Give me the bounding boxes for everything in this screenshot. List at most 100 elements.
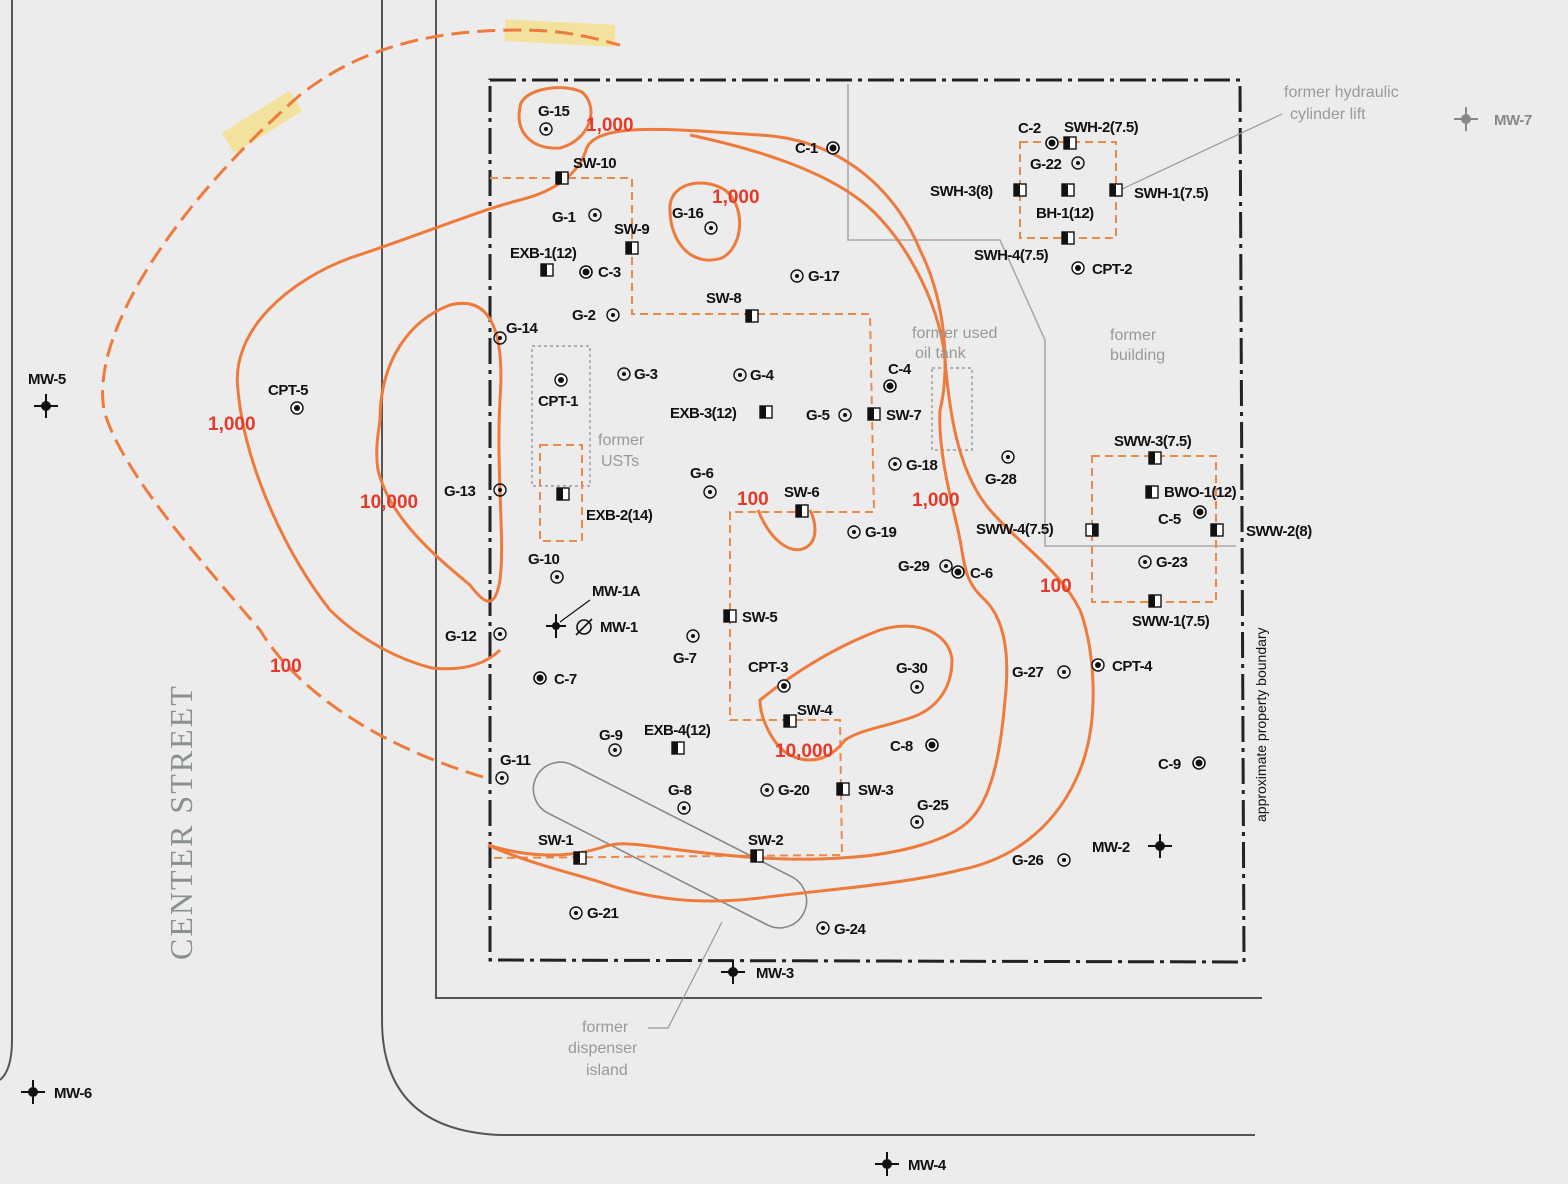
contour-1000-left-return bbox=[236, 389, 502, 671]
excavation-ust bbox=[539, 444, 583, 542]
building-label-1: former bbox=[1110, 327, 1157, 344]
excavation-limits bbox=[489, 141, 1217, 859]
sample-label: SWW-1(7.5) bbox=[1132, 613, 1210, 630]
g30-symbol bbox=[910, 680, 924, 694]
g17-symbol bbox=[790, 269, 804, 283]
g22-symbol bbox=[1071, 156, 1085, 170]
gas-label: G-9 bbox=[599, 727, 623, 744]
contour-10000-left bbox=[375, 301, 504, 603]
gas-label: G-11 bbox=[500, 752, 531, 769]
boring-label: C-5 bbox=[1158, 511, 1181, 528]
g16-symbol bbox=[704, 221, 718, 235]
gas-label: G-21 bbox=[587, 905, 619, 922]
well-label: MW-4 bbox=[908, 1157, 947, 1174]
sample-label: EXB-4(12) bbox=[644, 722, 711, 739]
cpt-label: CPT-3 bbox=[748, 659, 788, 676]
sample-label: SWW-3(7.5) bbox=[1114, 433, 1192, 450]
g19-symbol bbox=[847, 525, 861, 539]
contour-100-main bbox=[487, 133, 1095, 903]
g13-symbol bbox=[493, 483, 507, 497]
dispenser-label-3: island bbox=[586, 1062, 628, 1079]
well-mw6-symbol bbox=[21, 1080, 45, 1104]
gas-label: G-19 bbox=[865, 524, 897, 541]
g9-symbol bbox=[608, 743, 622, 757]
sample-label: SWH-1(7.5) bbox=[1134, 185, 1209, 202]
contour-label: 100 bbox=[270, 656, 302, 677]
oil-tank-label-1: former used bbox=[912, 325, 997, 342]
g23-symbol bbox=[1138, 555, 1152, 569]
contour-label: 10,000 bbox=[360, 492, 418, 513]
cpt-label: CPT-4 bbox=[1112, 658, 1153, 675]
feature-labels: former hydraulic cylinder lift former us… bbox=[568, 84, 1399, 1079]
sample-label: SWH-4(7.5) bbox=[974, 247, 1049, 264]
gas-label: G-24 bbox=[834, 921, 867, 938]
boring-label: C-3 bbox=[598, 264, 621, 281]
g3-symbol bbox=[617, 367, 631, 381]
g26-symbol bbox=[1057, 853, 1071, 867]
contour-label: 1,000 bbox=[712, 187, 760, 208]
well-label: MW-6 bbox=[54, 1085, 92, 1102]
g24-symbol bbox=[816, 921, 830, 935]
g25-symbol bbox=[910, 815, 924, 829]
sample-label: SW-5 bbox=[742, 609, 777, 626]
street-name: CENTER STREET bbox=[163, 684, 199, 960]
gas-label: G-3 bbox=[634, 366, 658, 383]
boring-label: C-6 bbox=[970, 565, 993, 582]
gas-label: G-30 bbox=[896, 660, 928, 677]
property-boundary bbox=[488, 78, 1246, 964]
gas-label: G-4 bbox=[750, 367, 775, 384]
ust-label-1: former bbox=[598, 432, 645, 449]
boring-label: C-4 bbox=[888, 361, 912, 378]
gas-label: G-16 bbox=[672, 205, 704, 222]
gas-label: G-14 bbox=[506, 320, 539, 337]
sample-label: SW-9 bbox=[614, 221, 649, 238]
oil-tank-label-2: oil tank bbox=[915, 345, 967, 362]
cpt-points: CPT-1 CPT-2 CPT-3 CPT-4 CPT-5 bbox=[268, 261, 1154, 693]
sample-label: BH-1(12) bbox=[1036, 205, 1094, 222]
gas-label: G-22 bbox=[1030, 156, 1062, 173]
sample-label: EXB-3(12) bbox=[670, 405, 737, 422]
sample-label: EXB-1(12) bbox=[510, 245, 577, 262]
g29-symbol bbox=[939, 559, 953, 573]
gas-label: G-7 bbox=[673, 650, 697, 667]
contour-label: 10,000 bbox=[775, 741, 833, 762]
sample-label: SW-1 bbox=[538, 832, 573, 849]
contour-label: 1,000 bbox=[586, 115, 634, 136]
building-label-2: building bbox=[1110, 347, 1165, 364]
cpt-label: CPT-1 bbox=[538, 393, 578, 410]
cpt-label: CPT-5 bbox=[268, 382, 308, 399]
gas-label: G-28 bbox=[985, 471, 1017, 488]
cpt-label: CPT-2 bbox=[1092, 261, 1132, 278]
contours bbox=[101, 28, 1095, 903]
boring-label: C-8 bbox=[890, 738, 913, 755]
sample-label: SW-3 bbox=[858, 782, 893, 799]
sample-label: SW-4 bbox=[797, 702, 833, 719]
sample-label: SWH-3(8) bbox=[930, 183, 993, 200]
g15-symbol bbox=[539, 122, 553, 136]
gas-label: G-15 bbox=[538, 103, 570, 120]
dispenser-leader bbox=[648, 921, 723, 1029]
property-boundary-label: approximate property boundary bbox=[1253, 627, 1269, 822]
sample-label: SW-6 bbox=[784, 484, 819, 501]
g21-symbol bbox=[569, 906, 583, 920]
sample-label: EXB-2(14) bbox=[586, 507, 653, 524]
dispenser-label-1: former bbox=[582, 1019, 629, 1036]
g11-symbol bbox=[495, 771, 509, 785]
former-building-outline bbox=[847, 84, 1236, 547]
well-mw3-symbol bbox=[721, 960, 745, 984]
sample-symbols bbox=[540, 136, 1224, 865]
well-mw7-symbol bbox=[1454, 107, 1478, 131]
gas-label: G-2 bbox=[572, 307, 596, 324]
sample-label: SWW-2(8) bbox=[1246, 523, 1312, 540]
hydraulic-lift-label-1: former hydraulic bbox=[1284, 84, 1399, 101]
excavation-waste-oil bbox=[1091, 455, 1217, 603]
gas-label: G-17 bbox=[808, 268, 840, 285]
gas-label: G-27 bbox=[1012, 664, 1044, 681]
contour-label: 1,000 bbox=[912, 490, 960, 511]
sample-label: BWO-1(12) bbox=[1164, 484, 1237, 501]
well-mw1a-symbol bbox=[546, 614, 566, 638]
g5-symbol bbox=[838, 408, 852, 422]
g14-symbol bbox=[493, 331, 507, 345]
gas-label: G-6 bbox=[690, 465, 714, 482]
well-mw5-symbol bbox=[34, 394, 58, 418]
